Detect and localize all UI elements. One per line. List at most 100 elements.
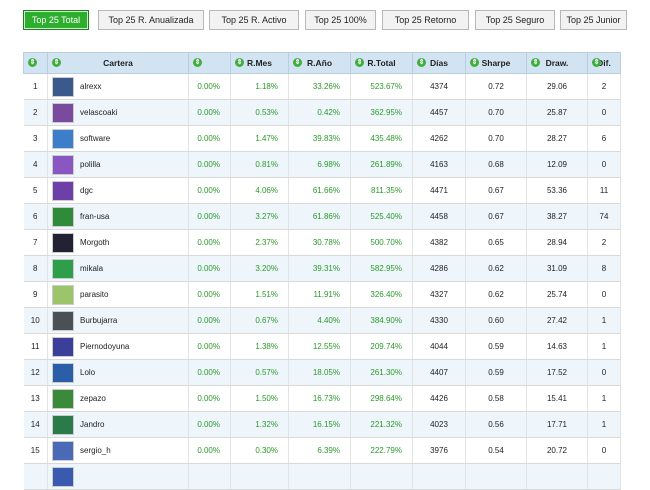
avatar[interactable] [52,76,74,97]
avatar[interactable] [52,154,74,175]
portfolio-name-link[interactable]: velascoaki [80,108,118,117]
dif-cell: 2 [587,229,621,256]
header-dias[interactable]: ⇕ Días [412,52,466,74]
table-row[interactable]: 2 velascoaki 0.00% 0.53% 0.42% 362.95% 4457 0.7… [23,99,621,126]
table-row[interactable]: 15 sergio_h 0.00% 0.30% 6.39% 222.79% 3976 0.54… [23,437,621,464]
portfolio-name-link[interactable]: sergio_h [80,446,111,455]
portfolio-name-link[interactable]: Morgoth [80,238,110,247]
header-r-mes[interactable]: ⇕ R.Mes [230,52,289,74]
table-row[interactable]: 13 zepazo 0.00% 1.50% 16.73% 298.64% 4426 0.58 1… [23,385,621,412]
table-row[interactable]: 3 software 0.00% 1.47% 39.83% 435.48% 4262 0.70… [23,125,621,152]
avatar[interactable] [52,180,74,201]
portfolio-name-link[interactable]: software [80,134,111,143]
avatar[interactable] [52,362,74,383]
portfolio-name-link[interactable]: dgc [80,186,93,195]
rank-cell: 2 [23,99,48,126]
sort-icon[interactable]: ⇕ [235,58,244,67]
portfolio-name-link[interactable]: Piernodoyuna [80,342,130,351]
table-row[interactable]: 14 Jandro 0.00% 1.32% 16.15% 221.32% 4023 0.56 1… [23,411,621,438]
header-r-ano[interactable]: ⇕ R.Año [288,52,351,74]
table-row[interactable]: 5 dgc 0.00% 4.06% 61.66% 811.35% 4471 0.67 53.36… [23,177,621,204]
rank-cell: 10 [23,307,48,334]
sort-icon[interactable]: ⇕ [470,58,479,67]
column-3-cell: 0.00% [188,73,231,100]
table-row[interactable]: 11 Piernodoyuna 0.00% 1.38% 12.55% 209.74% 404… [23,333,621,360]
table-row[interactable]: 7 Morgoth 0.00% 2.37% 30.78% 500.70% 4382 0.65 2… [23,229,621,256]
portfolio-name-link[interactable]: Jandro [80,420,105,429]
tab-top-25-100[interactable]: Top 25 100% [305,10,376,30]
cartera-cell: fran-usa [47,203,189,230]
avatar[interactable] [52,206,74,227]
portfolio-name-link[interactable]: zepazo [80,394,106,403]
cartera-cell: Piernodoyuna [47,333,189,360]
draw-cell: 25.87 [526,99,588,126]
header-rank[interactable]: ⇕ [23,52,48,74]
tab-top-25-retorno[interactable]: Top 25 Retorno [382,10,469,30]
dif-cell: 1 [587,333,621,360]
portfolio-name-link[interactable]: fran-usa [80,212,110,221]
rank-cell [23,463,48,490]
avatar[interactable] [52,466,74,487]
sort-icon[interactable]: ⇕ [592,58,601,67]
avatar[interactable] [52,388,74,409]
draw-cell: 53.36 [526,177,588,204]
column-3-cell: 0.00% [188,229,231,256]
dias-cell: 4471 [412,177,466,204]
r-total-cell [350,463,413,490]
table-row[interactable]: 9 parasito 0.00% 1.51% 11.91% 326.40% 4327 0.62… [23,281,621,308]
r-ano-cell: 16.73% [288,385,351,412]
r-mes-cell: 0.53% [230,99,289,126]
avatar[interactable] [52,336,74,357]
portfolio-name-link[interactable]: polilla [80,160,101,169]
header-cartera[interactable]: ⇕ Cartera [47,52,189,74]
portfolio-name-link[interactable]: alrexx [80,82,102,91]
sort-icon[interactable]: ⇕ [28,58,37,67]
draw-cell: 14.63 [526,333,588,360]
header-draw[interactable]: ⇕ Draw. [526,52,588,74]
sharpe-cell: 0.58 [465,385,527,412]
portfolio-name-link[interactable]: Lolo [80,368,96,377]
sort-icon[interactable]: ⇕ [52,58,61,67]
table-row[interactable]: 1 alrexx 0.00% 1.18% 33.26% 523.67% 4374 0.72 29… [23,73,621,100]
table-row[interactable]: 8 mikala 0.00% 3.20% 39.31% 582.95% 4286 0.62 31… [23,255,621,282]
avatar[interactable] [52,310,74,331]
tab-top-25-junior[interactable]: Top 25 Junior [560,10,627,30]
tab-top-25-seguro[interactable]: Top 25 Seguro [475,10,555,30]
table-row[interactable]: 4 polilla 0.00% 0.81% 6.98% 261.89% 4163 0.68 12… [23,151,621,178]
dias-cell: 4286 [412,255,466,282]
table-row[interactable] [23,463,621,490]
rank-cell: 1 [23,73,48,100]
sort-icon[interactable]: ⇕ [193,58,202,67]
header-r-total[interactable]: ⇕ R.Total [350,52,413,74]
table-row[interactable]: 10 Burbujarra 0.00% 0.67% 4.40% 384.90% 4330 0.… [23,307,621,334]
avatar[interactable] [52,284,74,305]
tab-top-25-r-anualizada[interactable]: Top 25 R. Anualizada [98,10,204,30]
tab-top-25-r-activo[interactable]: Top 25 R. Activo [209,10,299,30]
avatar[interactable] [52,440,74,461]
header-column-3[interactable]: ⇕ [188,52,231,74]
r-ano-cell: 33.26% [288,73,351,100]
avatar[interactable] [52,258,74,279]
portfolio-name-link[interactable]: parasito [80,290,109,299]
avatar[interactable] [52,102,74,123]
dif-cell: 1 [587,411,621,438]
sort-icon[interactable]: ⇕ [531,58,540,67]
draw-cell [526,463,588,490]
cartera-cell: velascoaki [47,99,189,126]
sort-icon[interactable]: ⇕ [355,58,364,67]
avatar[interactable] [52,414,74,435]
avatar[interactable] [52,232,74,253]
tab-top-25-total[interactable]: Top 25 Total [23,10,89,30]
portfolio-name-link[interactable]: Burbujarra [80,316,118,325]
r-mes-cell: 1.47% [230,125,289,152]
sort-icon[interactable]: ⇕ [293,58,302,67]
header-dif[interactable]: ⇕ Dif. [587,52,621,74]
portfolio-name-link[interactable]: mikala [80,264,104,273]
table-row[interactable]: 12 Lolo 0.00% 0.57% 18.05% 261.30% 4407 0.59 17.… [23,359,621,386]
header-sharpe[interactable]: ⇕ Sharpe [465,52,527,74]
table-row[interactable]: 6 fran-usa 0.00% 3.27% 61.86% 525.40% 4458 0.67… [23,203,621,230]
r-ano-cell: 39.31% [288,255,351,282]
sort-icon[interactable]: ⇕ [417,58,426,67]
avatar[interactable] [52,128,74,149]
r-total-cell: 261.30% [350,359,413,386]
